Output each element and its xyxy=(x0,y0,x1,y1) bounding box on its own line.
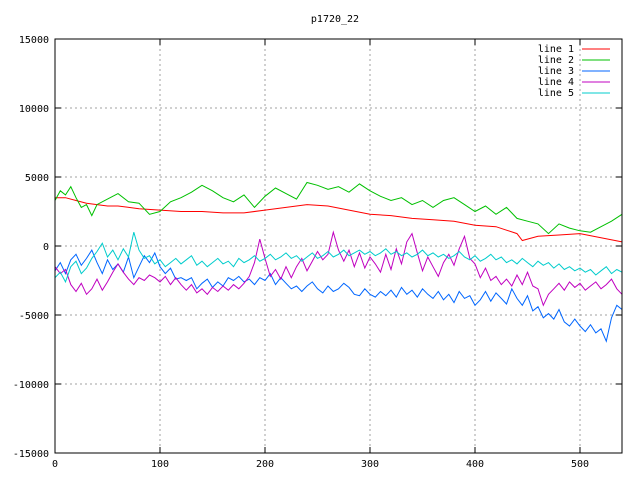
legend-label: line 1 xyxy=(538,44,574,55)
x-tick-label: 0 xyxy=(52,459,58,470)
series-lines xyxy=(54,181,623,343)
y-tick-label: -15000 xyxy=(13,449,49,460)
legend-label: line 5 xyxy=(538,88,574,99)
legend-label: line 4 xyxy=(538,77,574,88)
axis-ticks: 0 100 200 300 400 500 -15000 -10000 -5000 0 5000 10… xyxy=(13,35,622,470)
legend-label: line 3 xyxy=(538,66,574,77)
x-tick-label: 500 xyxy=(571,459,589,470)
y-tick-label: 5000 xyxy=(25,173,49,184)
series-line-5 xyxy=(54,232,623,284)
series-line-4 xyxy=(54,230,623,307)
x-tick-label: 400 xyxy=(466,459,484,470)
x-tick-label: 200 xyxy=(256,459,274,470)
series-line-3 xyxy=(54,249,623,343)
grid-lines xyxy=(55,39,622,453)
series-line-2 xyxy=(54,181,623,235)
y-tick-label: 0 xyxy=(43,242,49,253)
y-tick-label: -10000 xyxy=(13,380,49,391)
x-tick-label: 300 xyxy=(361,459,379,470)
series-line-1 xyxy=(55,197,623,243)
y-tick-label: -5000 xyxy=(19,311,49,322)
chart-title: p1720_22 xyxy=(311,14,359,25)
y-tick-label: 10000 xyxy=(19,104,49,115)
x-tick-label: 100 xyxy=(151,459,169,470)
legend-label: line 2 xyxy=(538,55,574,66)
y-tick-label: 15000 xyxy=(19,35,49,46)
